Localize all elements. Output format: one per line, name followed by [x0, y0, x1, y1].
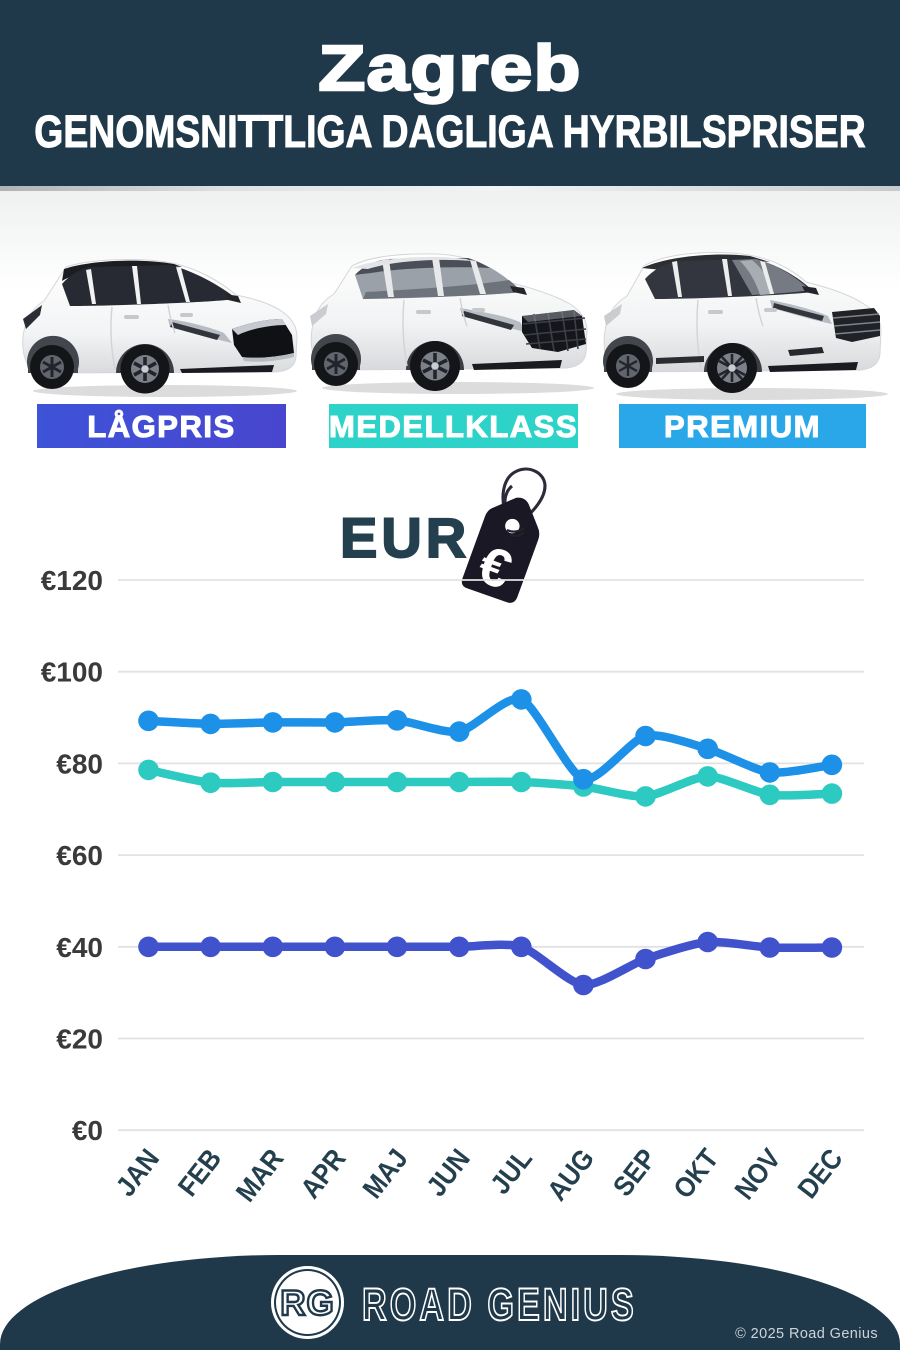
svg-text:JUN: JUN	[420, 1143, 476, 1202]
svg-text:SEP: SEP	[607, 1143, 663, 1202]
svg-text:€80: €80	[56, 748, 103, 779]
svg-text:APR: APR	[294, 1143, 352, 1204]
svg-text:JAN: JAN	[110, 1143, 166, 1202]
svg-text:€60: €60	[56, 840, 103, 871]
svg-text:MAR: MAR	[230, 1143, 290, 1208]
svg-text:DEC: DEC	[791, 1143, 849, 1204]
svg-text:€20: €20	[56, 1024, 103, 1055]
svg-text:MAJ: MAJ	[356, 1143, 414, 1204]
svg-text:€40: €40	[56, 932, 103, 963]
svg-text:JUL: JUL	[484, 1143, 538, 1200]
svg-text:AUG: AUG	[541, 1143, 600, 1207]
svg-text:OKT: OKT	[667, 1143, 725, 1204]
svg-text:€120: €120	[41, 565, 103, 596]
svg-text:ROAD GENIUS: ROAD GENIUS	[362, 1281, 637, 1331]
svg-text:FEB: FEB	[172, 1143, 228, 1202]
svg-text:€0: €0	[72, 1115, 103, 1146]
svg-text:€100: €100	[41, 657, 103, 688]
svg-text:NOV: NOV	[728, 1143, 787, 1206]
